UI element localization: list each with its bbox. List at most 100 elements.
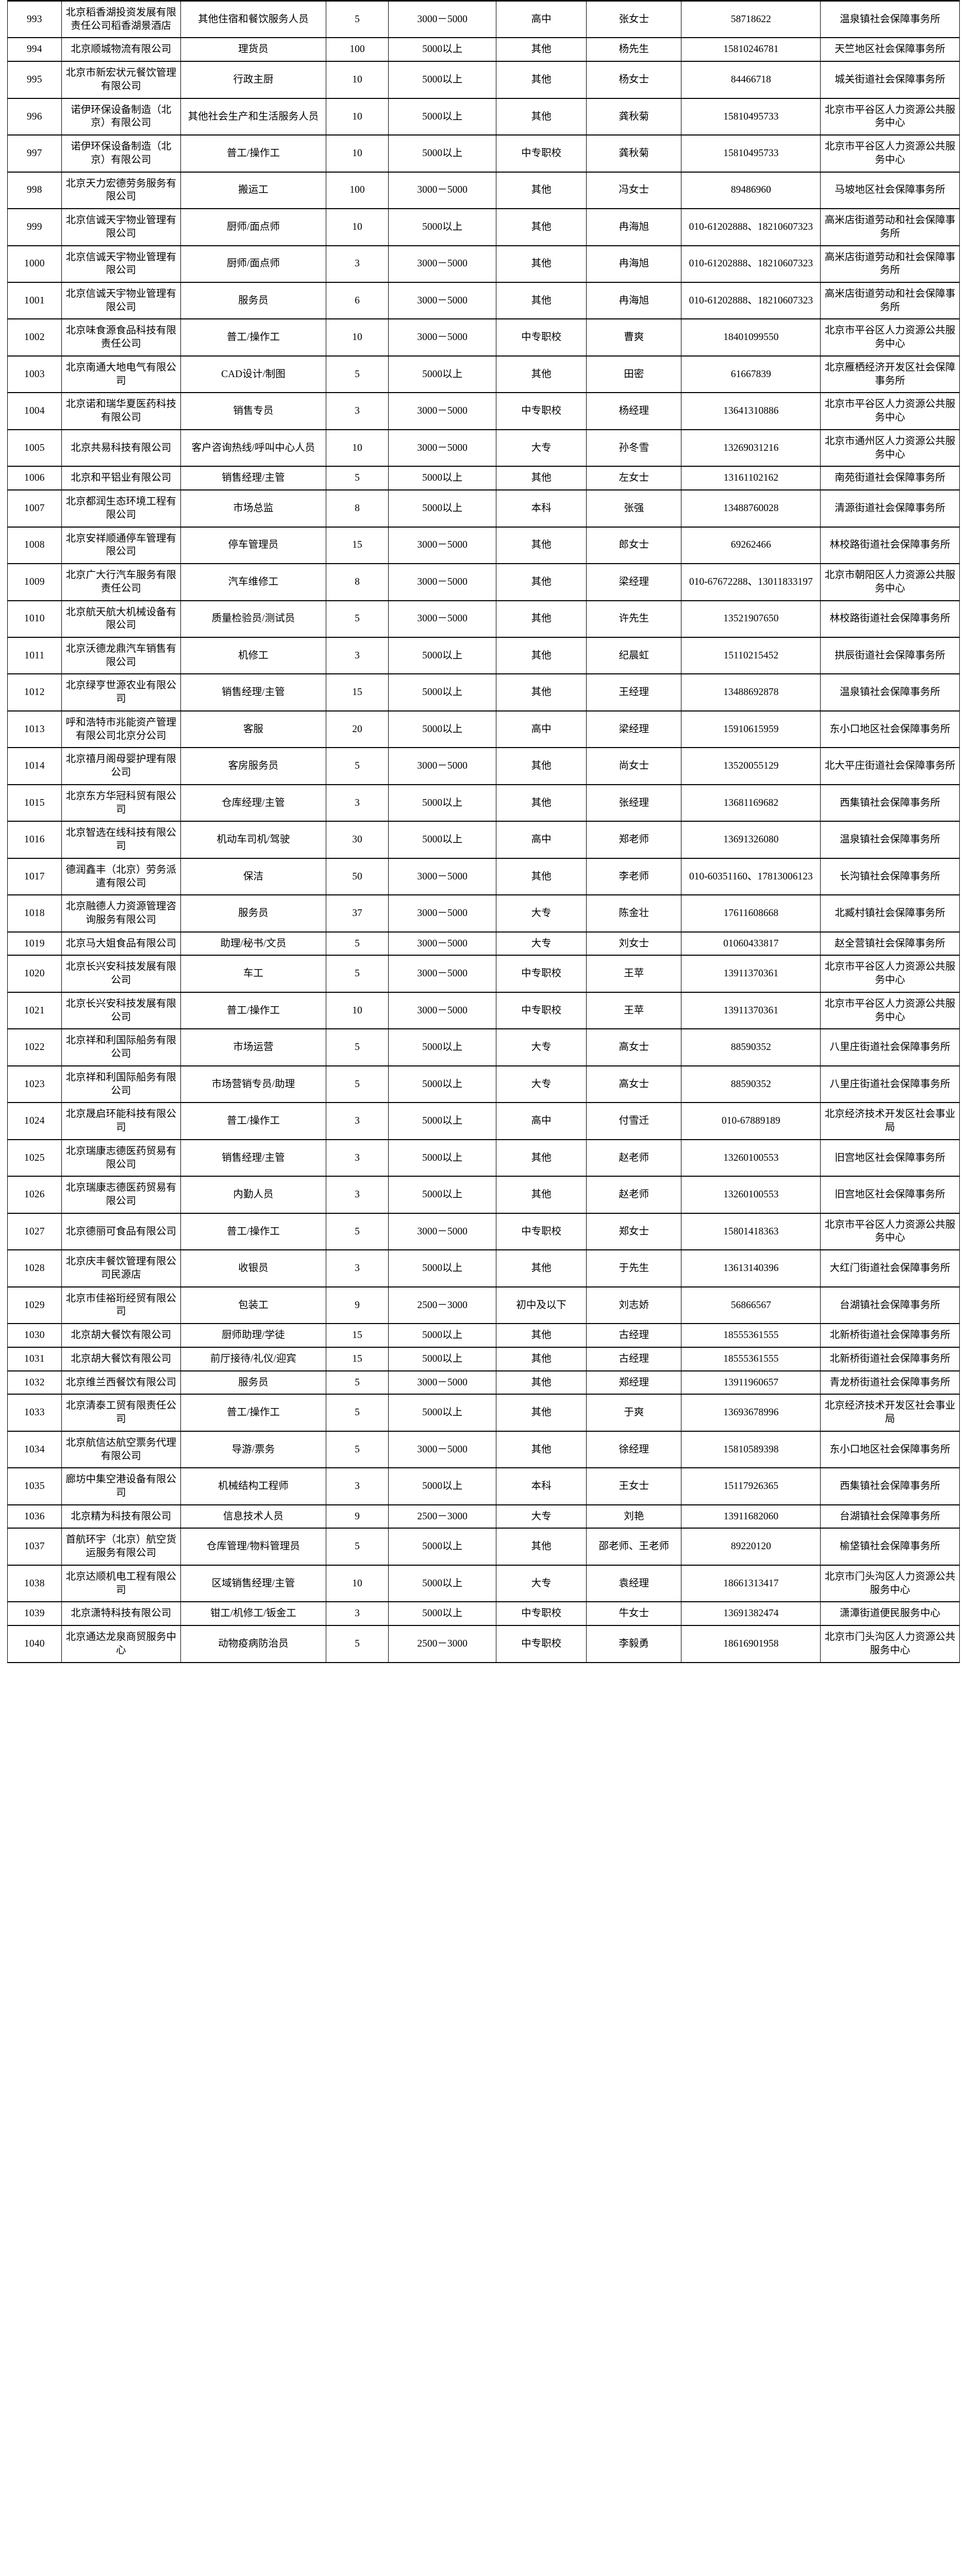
row-contact-phone: 56866567 [681, 1286, 821, 1325]
row-company-name: 北京潇特科技有限公司 [61, 1601, 181, 1626]
row-sequence-number: 1008 [7, 526, 62, 565]
row-education-requirement: 中专职校 [496, 1601, 587, 1626]
row-salary-range: 5000以上 [388, 61, 497, 99]
row-position-name: 行政主厨 [180, 61, 326, 99]
row-contact-phone: 010-61202888、18210607323 [681, 208, 821, 246]
row-contact-phone: 88590352 [681, 1065, 821, 1104]
row-salary-range: 5000以上 [388, 784, 497, 822]
row-headcount: 8 [325, 563, 389, 601]
row-company-name: 北京胡大餐饮有限公司 [61, 1346, 181, 1371]
row-contact-phone: 84466718 [681, 61, 821, 99]
row-agency-name: 北京市平谷区人力资源公共服务中心 [820, 991, 960, 1030]
row-education-requirement: 其他 [496, 636, 587, 675]
row-position-name: 厨师助理/学徒 [180, 1323, 326, 1348]
row-contact-phone: 15810246781 [681, 37, 821, 62]
row-salary-range: 5000以上 [388, 821, 497, 859]
row-contact-phone: 15810495733 [681, 97, 821, 136]
row-company-name: 北京德丽可食品有限公司 [61, 1212, 181, 1251]
row-education-requirement: 其他 [496, 1323, 587, 1348]
row-contact-phone: 13260100553 [681, 1176, 821, 1214]
row-headcount: 5 [325, 1370, 389, 1395]
row-contact-phone: 010-60351160、17813006123 [681, 857, 821, 896]
row-position-name: 前厅接待/礼仪/迎宾 [180, 1346, 326, 1371]
row-sequence-number: 1020 [7, 955, 62, 993]
table-row: 1039 北京潇特科技有限公司 钳工/机修工/钣金工 3 5000以上 中专职校 牛女士 13… [7, 1601, 960, 1626]
row-salary-range: 5000以上 [388, 710, 497, 749]
table-row: 1018 北京融德人力资源管理咨询服务有限公司 服务员 37 3000－5000 大专 陈金… [7, 894, 960, 933]
row-position-name: 其他住宿和餐饮服务人员 [180, 0, 326, 39]
row-contact-phone: 15117926365 [681, 1467, 821, 1505]
row-salary-range: 5000以上 [388, 1467, 497, 1505]
row-agency-name: 高米店街道劳动和社会保障事务所 [820, 282, 960, 320]
row-salary-range: 5000以上 [388, 1601, 497, 1626]
table-row: 1015 北京东方华冠科贸有限公司 仓库经理/主管 3 5000以上 其他 张经理 13681… [7, 784, 960, 822]
row-agency-name: 西集镇社会保障事务所 [820, 1467, 960, 1505]
row-headcount: 3 [325, 245, 389, 283]
row-headcount: 5 [325, 1430, 389, 1469]
row-contact-person: 郑女士 [586, 1212, 682, 1251]
row-position-name: 汽车维修工 [180, 563, 326, 601]
row-contact-person: 王女士 [586, 1467, 682, 1505]
row-education-requirement: 大专 [496, 1028, 587, 1066]
row-salary-range: 3000－5000 [388, 282, 497, 320]
row-contact-person: 徐经理 [586, 1430, 682, 1469]
row-position-name: 其他社会生产和生活服务人员 [180, 97, 326, 136]
row-position-name: 机械结构工程师 [180, 1467, 326, 1505]
row-company-name: 首航环宇（北京）航空货运服务有限公司 [61, 1528, 181, 1566]
row-education-requirement: 大专 [496, 1065, 587, 1104]
row-contact-person: 冉海旭 [586, 245, 682, 283]
row-headcount: 5 [325, 1212, 389, 1251]
row-company-name: 北京祥和利国际船务有限公司 [61, 1065, 181, 1104]
row-sequence-number: 1014 [7, 747, 62, 785]
row-headcount: 37 [325, 894, 389, 933]
row-education-requirement: 其他 [496, 1370, 587, 1395]
row-position-name: 包装工 [180, 1286, 326, 1325]
row-company-name: 北京维兰西餐饮有限公司 [61, 1370, 181, 1395]
row-agency-name: 北新桥街道社会保障事务所 [820, 1323, 960, 1348]
row-salary-range: 5000以上 [388, 1249, 497, 1287]
row-education-requirement: 其他 [496, 61, 587, 99]
row-contact-person: 孙冬雪 [586, 429, 682, 467]
row-education-requirement: 其他 [496, 282, 587, 320]
row-agency-name: 榆垡镇社会保障事务所 [820, 1528, 960, 1566]
row-contact-person: 赵老师 [586, 1139, 682, 1177]
table-row: 1017 德润鑫丰（北京）劳务派遣有限公司 保洁 50 3000－5000 其他 李老师 01… [7, 857, 960, 896]
row-contact-phone: 13911370361 [681, 991, 821, 1030]
row-contact-phone: 13488760028 [681, 489, 821, 528]
row-sequence-number: 1006 [7, 466, 62, 491]
row-sequence-number: 1023 [7, 1065, 62, 1104]
row-salary-range: 5000以上 [388, 1564, 497, 1603]
row-position-name: 销售经理/主管 [180, 1139, 326, 1177]
row-contact-person: 冉海旭 [586, 208, 682, 246]
row-headcount: 50 [325, 857, 389, 896]
row-position-name: 普工/操作工 [180, 318, 326, 357]
row-salary-range: 5000以上 [388, 636, 497, 675]
row-contact-person: 张女士 [586, 0, 682, 39]
row-salary-range: 5000以上 [388, 1346, 497, 1371]
row-contact-phone: 13641310886 [681, 392, 821, 430]
row-position-name: 仓库经理/主管 [180, 784, 326, 822]
row-agency-name: 北京市平谷区人力资源公共服务中心 [820, 1212, 960, 1251]
row-education-requirement: 其他 [496, 1528, 587, 1566]
row-agency-name: 北京市平谷区人力资源公共服务中心 [820, 134, 960, 173]
row-sequence-number: 1022 [7, 1028, 62, 1066]
table-row: 1026 北京瑞康志德医药贸易有限公司 内勤人员 3 5000以上 其他 赵老师 132601… [7, 1176, 960, 1214]
row-sequence-number: 1031 [7, 1346, 62, 1371]
row-contact-phone: 13911682060 [681, 1504, 821, 1529]
row-salary-range: 3000－5000 [388, 1430, 497, 1469]
row-contact-phone: 88590352 [681, 1028, 821, 1066]
row-position-name: 理货员 [180, 37, 326, 62]
row-contact-phone: 15110215452 [681, 636, 821, 675]
row-contact-phone: 13269031216 [681, 429, 821, 467]
row-contact-person: 左女士 [586, 466, 682, 491]
row-position-name: 质量检验员/测试员 [180, 600, 326, 638]
row-education-requirement: 其他 [496, 784, 587, 822]
row-position-name: 钳工/机修工/钣金工 [180, 1601, 326, 1626]
row-contact-person: 赵老师 [586, 1176, 682, 1214]
row-contact-person: 张经理 [586, 784, 682, 822]
row-education-requirement: 高中 [496, 0, 587, 39]
row-sequence-number: 1035 [7, 1467, 62, 1505]
row-salary-range: 5000以上 [388, 1065, 497, 1104]
table-row: 1038 北京达顺机电工程有限公司 区域销售经理/主管 10 5000以上 大专 袁经理 18… [7, 1564, 960, 1603]
job-listing-sheet: 993 北京稻香湖投资发展有限责任公司稻香湖景酒店 其他住宿和餐饮服务人员 5 3000… [7, 0, 960, 1663]
